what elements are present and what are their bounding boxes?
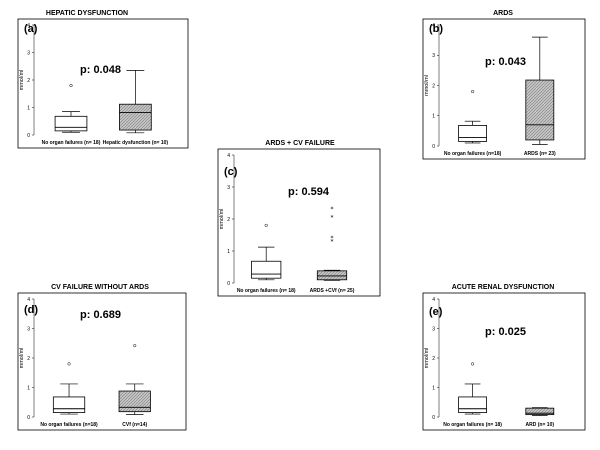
y-tick-label: 2 xyxy=(432,83,435,89)
p-value: p: 0.043 xyxy=(485,56,526,68)
y-tick-label: 1 xyxy=(432,385,435,391)
box-iqr xyxy=(119,103,152,131)
box-1 xyxy=(54,83,88,133)
chart-panel-3: ARDS + CV FAILURE (c) p: 0.594 0 1 2 3 4 mmol/ml… xyxy=(217,140,381,297)
chart-panel-1: HEPATIC DYSFUNCTION (a) p: 0.048 0 1 2 3 4 mmol/… xyxy=(17,10,189,149)
y-tick-label: 4 xyxy=(27,297,30,303)
box-1 xyxy=(251,223,282,281)
category-label: CVf (n=14) xyxy=(122,422,147,428)
y-tick-label: 1 xyxy=(227,249,230,255)
panel-frame xyxy=(17,292,187,431)
y-tick-label: 1 xyxy=(27,385,30,391)
y-tick-label: 0 xyxy=(227,281,230,287)
outlier-extreme: * xyxy=(331,206,334,213)
y-tick-label: 1 xyxy=(432,114,435,120)
y-tick-label: 0 xyxy=(27,133,30,139)
y-tick-label: 3 xyxy=(432,326,435,332)
box-2 xyxy=(525,36,555,145)
y-tick-label: 3 xyxy=(432,53,435,59)
category-label: ARD (n= 10) xyxy=(526,422,555,428)
y-tick-label: 3 xyxy=(27,326,30,332)
box-1 xyxy=(52,362,86,415)
box-iqr xyxy=(525,407,555,416)
box-iqr xyxy=(458,125,488,142)
panel-title: ARDS xyxy=(493,10,513,17)
outlier-extreme: * xyxy=(331,239,334,246)
category-label: No organ failures (n=18) xyxy=(444,151,502,157)
box-iqr xyxy=(118,390,151,413)
y-tick-label: 0 xyxy=(432,415,435,421)
y-tick-label: 4 xyxy=(432,297,435,303)
box-1 xyxy=(458,90,488,144)
y-tick-label: 0 xyxy=(432,144,435,150)
panel-title: ACUTE RENAL DYSFUNCTION xyxy=(452,284,555,291)
y-tick-label: 2 xyxy=(432,356,435,362)
panel-title: HEPATIC DYSFUNCTION xyxy=(46,10,128,17)
y-axis-label: mmol/ml xyxy=(19,348,25,369)
box-2: **** xyxy=(316,206,348,281)
y-tick-label: 2 xyxy=(27,356,30,362)
panel-title: CV FAILURE WITHOUT ARDS xyxy=(51,284,149,291)
p-value: p: 0.594 xyxy=(288,186,330,198)
outlier-point xyxy=(133,344,137,348)
y-tick-label: 2 xyxy=(27,78,30,84)
box-1 xyxy=(458,362,488,415)
outlier-point xyxy=(69,83,73,88)
p-value: p: 0.025 xyxy=(485,326,526,338)
y-tick-label: 1 xyxy=(27,105,30,111)
panel-frame xyxy=(17,18,189,149)
category-label: No organ failures (n= 18) xyxy=(443,422,502,428)
panel-frame xyxy=(217,148,381,297)
y-tick-label: 0 xyxy=(27,415,30,421)
box-2 xyxy=(118,344,151,415)
outlier-extreme: * xyxy=(331,215,334,222)
p-value: p: 0.048 xyxy=(80,64,121,76)
category-label: No organ failures (n= 18) xyxy=(237,288,296,294)
category-label: ARDS +CVf (n= 25) xyxy=(310,288,355,294)
y-tick-label: 3 xyxy=(27,50,30,56)
outlier-point xyxy=(67,362,71,366)
outlier-point xyxy=(264,223,268,227)
chart-panel-5: ACUTE RENAL DYSFUNCTION (e) p: 0.025 0 1 2 3 4 m… xyxy=(422,284,586,431)
panel-label: (a) xyxy=(24,23,38,35)
y-tick-label: 4 xyxy=(432,23,435,29)
y-axis-label: mmol/ml xyxy=(219,209,225,230)
box-2 xyxy=(525,407,555,416)
box-iqr xyxy=(54,115,88,132)
y-tick-label: 2 xyxy=(227,217,230,223)
panel-label: (e) xyxy=(429,306,443,318)
chart-panel-2: ARDS (b) p: 0.043 0 1 2 3 4 mmol/ml No organ fail… xyxy=(422,10,586,160)
y-axis-label: mmol/ml xyxy=(424,75,430,96)
outlier-point xyxy=(471,362,475,366)
category-label: No organ failures (n=18) xyxy=(40,422,98,428)
panel-frame xyxy=(422,292,586,431)
box-2 xyxy=(119,70,152,134)
box-iqr xyxy=(458,396,488,413)
outlier-extreme: * xyxy=(331,235,334,242)
box-iqr xyxy=(52,396,86,413)
y-tick-label: 4 xyxy=(227,153,230,159)
p-value: p: 0.689 xyxy=(80,309,121,321)
y-axis-label: mmol/ml xyxy=(424,348,430,369)
y-tick-label: 4 xyxy=(27,23,30,29)
category-label: No organ failures (n= 18) xyxy=(42,140,101,146)
panel-label: (d) xyxy=(24,304,38,316)
panel-title: ARDS + CV FAILURE xyxy=(265,140,335,147)
y-axis-label: mmol/ml xyxy=(19,70,25,91)
box-iqr xyxy=(251,260,282,279)
panel-label: (b) xyxy=(429,23,443,35)
category-label: ARDS (n= 23) xyxy=(524,151,556,157)
panel-frame xyxy=(422,18,586,160)
panel-label: (c) xyxy=(224,166,238,178)
outlier-point xyxy=(471,90,475,94)
y-tick-label: 3 xyxy=(227,185,230,191)
box-iqr xyxy=(316,270,348,281)
box-iqr xyxy=(525,79,555,141)
category-label: Hepatic dysfunction (n= 10) xyxy=(103,140,169,146)
chart-panel-4: CV FAILURE WITHOUT ARDS (d) p: 0.689 0 1 2 3 4 m… xyxy=(17,284,187,431)
